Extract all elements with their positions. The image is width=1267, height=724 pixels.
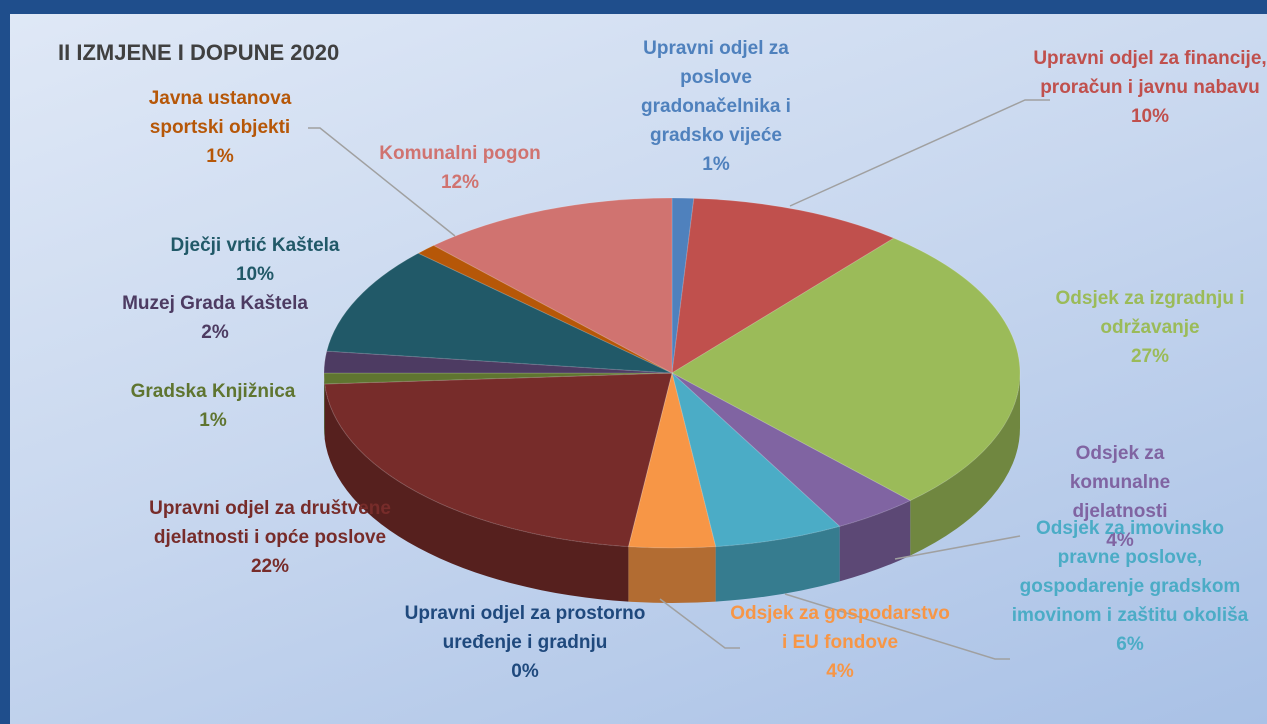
data-label: Odsjek za izgradnju i održavanje 27% [1025, 284, 1267, 371]
label-name: Javna ustanova sportski objekti [148, 88, 292, 138]
slice [671, 197, 695, 374]
slice-side [324, 373, 325, 439]
label-name: Muzej Grada Kaštela [122, 293, 308, 314]
slice-side [715, 526, 840, 602]
label-value: 2% [201, 322, 229, 343]
label-value: 1% [199, 410, 227, 431]
chart-title: II IZMJENE I DOPUNE 2020 [58, 40, 340, 65]
label-value: 1% [702, 154, 730, 175]
label-name: Upravni odjel za poslove gradonačelnika … [641, 38, 791, 146]
data-label: Odsjek za komunalne djelatnosti 4% [1045, 439, 1195, 555]
slice [627, 372, 717, 549]
slice-side [628, 546, 716, 603]
data-label: Odsjek za imovinsko pravne poslove, gosp… [1005, 514, 1255, 659]
label-value: 0% [511, 661, 539, 682]
slice-side [324, 383, 629, 602]
leader-lines [308, 99, 1050, 660]
leader-line [784, 593, 1010, 660]
label-name: Gradska Knjižnica [130, 381, 296, 402]
label-value: 27% [1130, 346, 1170, 367]
slice-side [910, 373, 1020, 556]
data-label: Komunalni pogon 12% [345, 139, 575, 197]
label-value: 1% [206, 146, 234, 167]
slice-side [839, 500, 911, 582]
label-value: 6% [1116, 634, 1144, 655]
data-label: Gradska Knjižnica 1% [103, 377, 323, 435]
data-label: Dječji vrtić Kaštela 10% [135, 231, 375, 289]
label-name: Odsjek za imovinsko pravne poslove, gosp… [1011, 518, 1249, 626]
label-name: Upravni odjel za prostorno uređenje i gr… [404, 603, 646, 653]
label-value: 4% [1106, 530, 1134, 551]
label-value: 10% [235, 264, 275, 285]
slice [670, 237, 1021, 502]
data-label: Muzej Grada Kaštela 2% [85, 289, 345, 347]
leader-line [894, 535, 1021, 560]
leader-line [308, 127, 456, 237]
leader-line [659, 598, 740, 649]
slice [432, 197, 673, 374]
data-label: Upravni odjel za društvene djelatnosti i… [145, 494, 395, 581]
slice [326, 252, 673, 374]
data-label: Upravni odjel za prostorno uređenje i gr… [400, 599, 650, 686]
label-name: Dječji vrtić Kaštela [170, 235, 340, 256]
label-value: 12% [440, 172, 480, 193]
label-name: Odsjek za gospodarstvo i EU fondove [730, 603, 950, 653]
label-name: Komunalni pogon [379, 143, 541, 164]
label-name: Upravni odjel za financije, proračun i j… [1033, 48, 1267, 98]
chart-area: II IZMJENE I DOPUNE 2020 Upravni odjel z… [10, 14, 1267, 724]
slice [323, 350, 673, 374]
slice [671, 371, 841, 548]
label-value: 10% [1130, 106, 1170, 127]
label-value: 4% [826, 661, 854, 682]
slice [323, 372, 673, 385]
data-label: Javna ustanova sportski objekti 1% [120, 84, 320, 171]
data-label: Upravni odjel za poslove gradonačelnika … [611, 34, 821, 179]
leader-line [789, 99, 1050, 207]
chart [308, 99, 1050, 660]
slice [671, 197, 895, 374]
slice [417, 244, 673, 374]
label-name: Upravni odjel za društvene djelatnosti i… [149, 498, 391, 548]
data-label: Odsjek za gospodarstvo i EU fondove 4% [725, 599, 955, 686]
label-name: Odsjek za izgradnju i održavanje [1055, 288, 1245, 338]
label-value: 22% [250, 556, 290, 577]
label-name: Odsjek za komunalne djelatnosti [1069, 443, 1171, 522]
slice [671, 372, 912, 527]
data-label: Upravni odjel za financije, proračun i j… [1030, 44, 1267, 131]
slice [324, 372, 673, 548]
